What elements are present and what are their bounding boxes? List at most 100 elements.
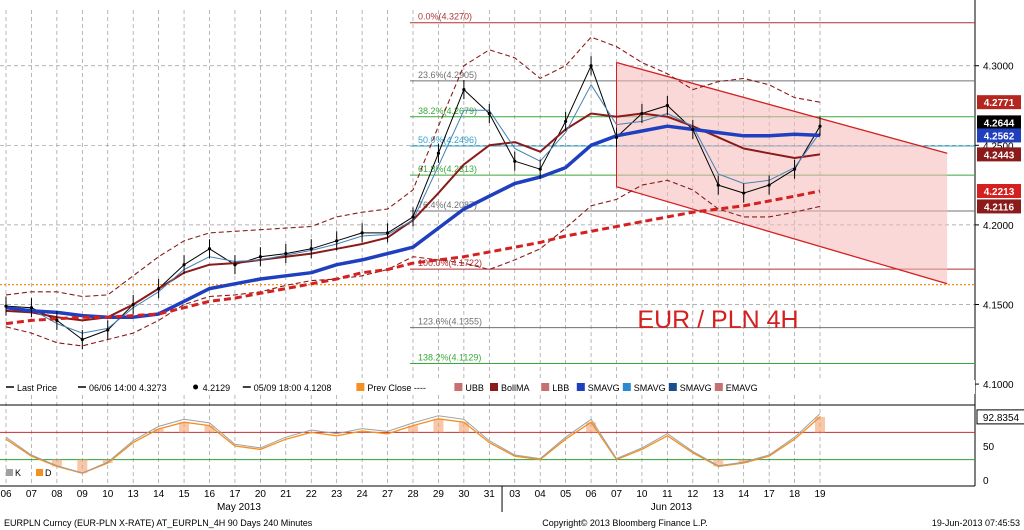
x-tick-label: 13 bbox=[128, 489, 140, 500]
series-ubb-line bbox=[5, 36, 821, 298]
footer-left: EURPLN Curncy (EUR-PLN X-RATE) AT_EURPLN… bbox=[4, 518, 313, 528]
price-point bbox=[233, 263, 237, 267]
price-point bbox=[614, 135, 619, 139]
legend-label: SMAVG bbox=[680, 383, 712, 393]
osc-k-line bbox=[5, 413, 821, 474]
price-tag-box bbox=[977, 183, 1021, 198]
osc-legend-label: D bbox=[45, 468, 52, 478]
osc-tick-label: 50 bbox=[983, 442, 995, 453]
x-tick-label: 17 bbox=[764, 489, 776, 500]
legend-label: EMAVG bbox=[726, 383, 758, 393]
osc-oversold-area bbox=[713, 459, 724, 467]
oscillator-panel: 0 50 92.8354 K D bbox=[0, 409, 1024, 487]
channel-lower-line bbox=[616, 186, 948, 285]
osc-oversold-area bbox=[102, 459, 113, 463]
osc-last-label: 92.8354 bbox=[983, 413, 1020, 424]
legend-label: 05/09 18:00 4.1208 bbox=[254, 383, 332, 393]
fib-label: 138.2%(4.1129) bbox=[418, 353, 481, 363]
x-tick-label: 09 bbox=[77, 489, 89, 500]
price-tag-label: 4.2562 bbox=[984, 131, 1015, 142]
osc-legend-label: K bbox=[15, 468, 21, 478]
series-emavg-line bbox=[5, 189, 821, 326]
legend-label: SMAVG bbox=[634, 383, 666, 393]
price-point bbox=[157, 286, 161, 291]
x-tick-label: 06 bbox=[0, 489, 12, 500]
price-point bbox=[360, 231, 364, 235]
osc-overbought-area bbox=[153, 429, 164, 433]
price-tag-label: 4.2771 bbox=[984, 98, 1015, 109]
osc-tick-label: 0 bbox=[983, 476, 989, 487]
osc-oversold-area bbox=[738, 459, 749, 463]
x-tick-label: 13 bbox=[713, 489, 725, 500]
x-tick-label: 29 bbox=[433, 489, 445, 500]
osc-d-line bbox=[5, 416, 821, 474]
x-tick-label: 27 bbox=[382, 489, 394, 500]
x-axis: 06 07 08 09 10 13 14 15 16 17 20 21 22 23 24 27 28 29 30 31… bbox=[0, 485, 975, 513]
x-tick-label: 10 bbox=[636, 489, 648, 500]
x-tick-label: 30 bbox=[458, 489, 470, 500]
price-tag-label: 4.2644 bbox=[984, 118, 1015, 129]
x-tick-label: 18 bbox=[789, 489, 801, 500]
chart-title: EUR / PLN 4H bbox=[637, 306, 798, 334]
x-tick-label: 23 bbox=[331, 489, 343, 500]
price-point bbox=[258, 255, 262, 259]
legend-background bbox=[0, 380, 975, 394]
x-tick-label: 28 bbox=[407, 489, 419, 500]
price-point bbox=[29, 306, 34, 310]
price-point bbox=[106, 328, 110, 332]
price-tag-box bbox=[977, 199, 1021, 214]
price-point bbox=[589, 64, 593, 68]
osc-legend-swatch bbox=[36, 469, 43, 476]
price-tag-box bbox=[977, 115, 1021, 130]
osc-oversold-area bbox=[51, 459, 62, 467]
price-point bbox=[767, 183, 771, 187]
x-tick-label: 21 bbox=[280, 489, 292, 500]
x-month-label: Jun 2013 bbox=[651, 502, 693, 513]
price-point bbox=[665, 103, 669, 108]
x-tick-label: 04 bbox=[535, 489, 547, 500]
price-point bbox=[487, 111, 491, 116]
x-tick-label: 31 bbox=[484, 489, 496, 500]
y-tick-label: 4.3000 bbox=[983, 62, 1014, 73]
price-point bbox=[385, 231, 390, 235]
price-series bbox=[4, 36, 822, 350]
x-tick-label: 08 bbox=[51, 489, 63, 500]
price-point bbox=[131, 302, 135, 307]
x-tick-label: 15 bbox=[179, 489, 191, 500]
channel-fill bbox=[616, 62, 948, 284]
legend-label: SMAVG bbox=[588, 383, 620, 393]
osc-overbought-area bbox=[586, 422, 597, 433]
x-tick-label: 10 bbox=[102, 489, 114, 500]
x-tick-label: 22 bbox=[306, 489, 318, 500]
y-tick-label: 4.2500 bbox=[983, 141, 1014, 152]
x-tick-label: 05 bbox=[560, 489, 572, 500]
footer-right: 19-Jun-2013 07:45:53 bbox=[932, 518, 1020, 528]
osc-legend-swatch bbox=[6, 469, 13, 476]
price-tags: 4.2771 4.2644 4.2562 4.2443 4.2213 4.2116 bbox=[977, 95, 1021, 214]
fib-label: 123.6%(4.1355) bbox=[418, 317, 482, 327]
price-point bbox=[411, 215, 415, 219]
x-month-label: May 2013 bbox=[217, 502, 261, 513]
fib-label: 76.4%(4.2087) bbox=[418, 200, 477, 210]
y-tick-label: 4.1500 bbox=[983, 300, 1014, 311]
osc-oversold-area bbox=[77, 459, 88, 474]
legend-label: 4.2129 bbox=[203, 383, 231, 393]
osc-last-tag bbox=[976, 409, 1024, 425]
legend-swatch bbox=[622, 383, 631, 391]
legend-swatch bbox=[356, 383, 365, 391]
price-point bbox=[818, 124, 822, 128]
price-tag-label: 4.2213 bbox=[984, 187, 1015, 198]
y-axis: 4.1000 4.1500 4.2000 4.2500 4.3000 bbox=[975, 62, 1014, 391]
x-tick-label: 19 bbox=[814, 489, 826, 500]
price-point bbox=[742, 191, 746, 195]
price-point bbox=[716, 183, 720, 187]
legend-label: UBB bbox=[465, 383, 484, 393]
x-tick-label: 12 bbox=[687, 489, 699, 500]
legend-swatch bbox=[576, 383, 585, 391]
price-tag-label: 4.2443 bbox=[984, 150, 1015, 161]
legend-label: LBB bbox=[552, 383, 569, 393]
x-tick-label: 24 bbox=[357, 489, 369, 500]
channel-upper-line bbox=[616, 61, 948, 154]
legend-label: BollMA bbox=[501, 383, 530, 393]
